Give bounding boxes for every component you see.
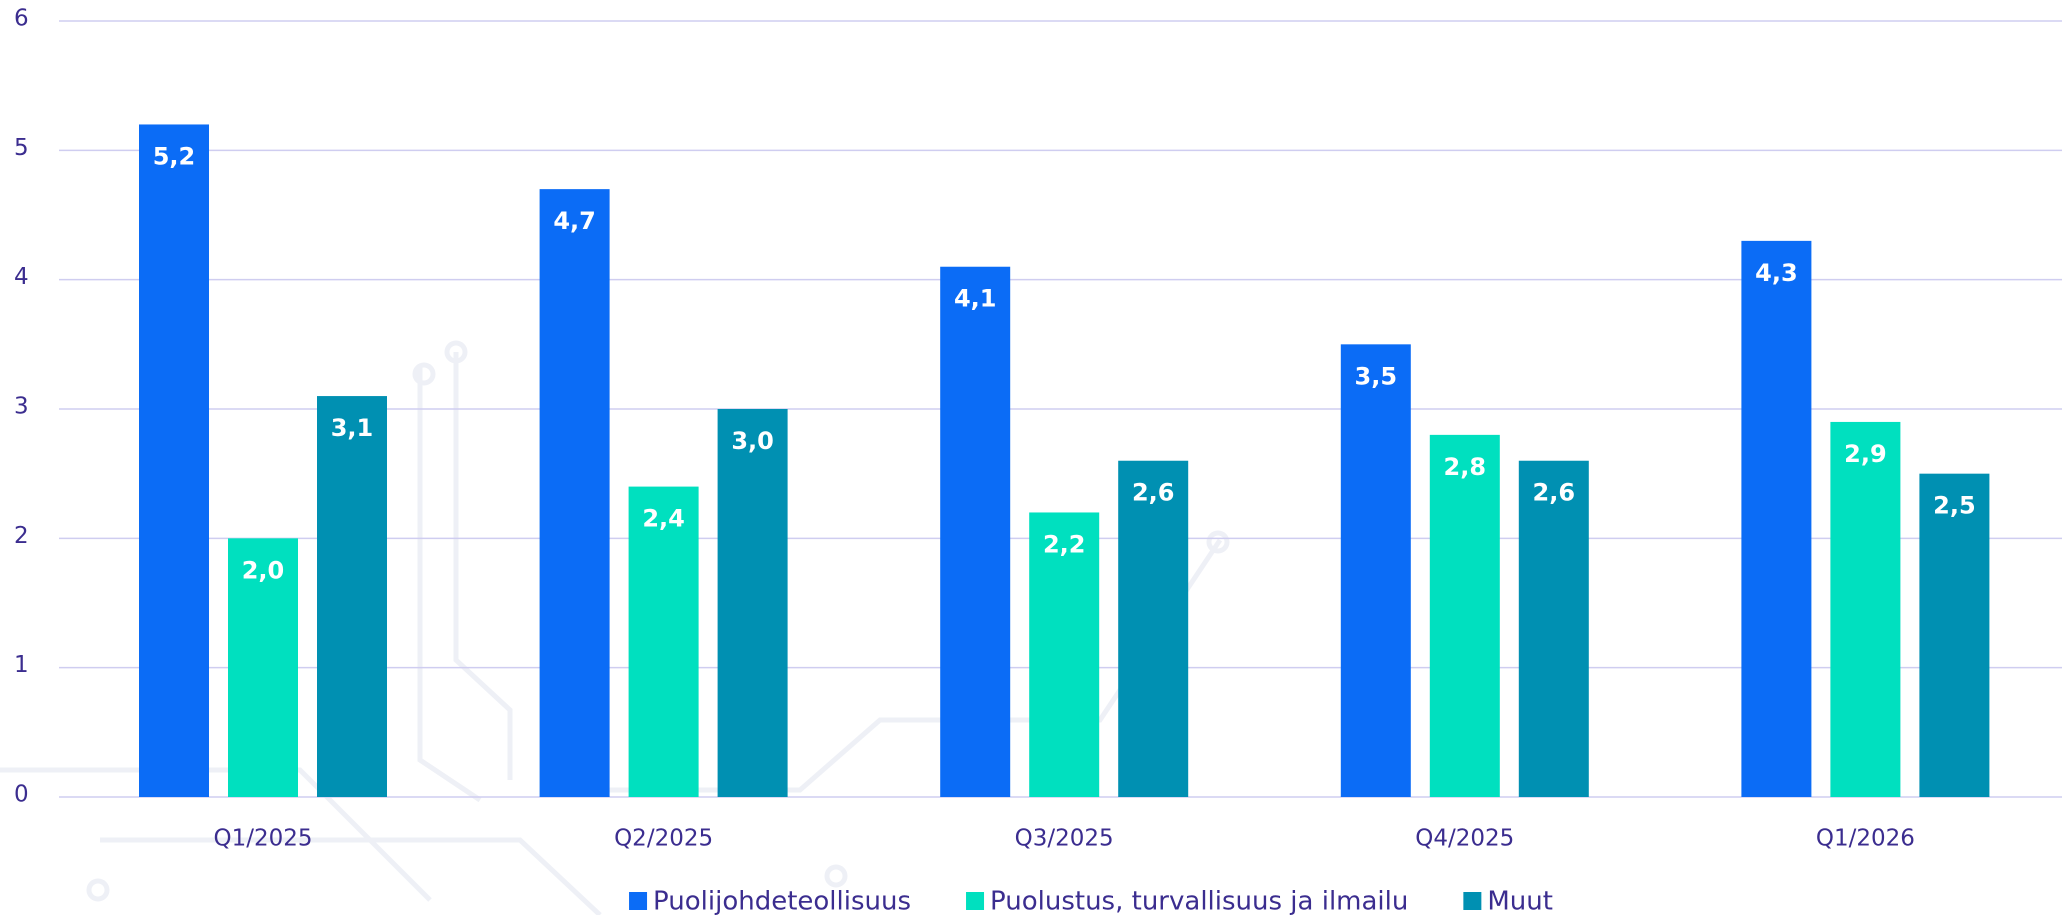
bar bbox=[1430, 435, 1500, 797]
chart: 0 1 2 3 4 5 6 Q1/2025 5,2 2,0 3,1 Q2/2025 4,7 2,4 3,0 Q… bbox=[0, 0, 2062, 915]
x-tick-label: Q1/2025 bbox=[213, 826, 312, 852]
bar bbox=[317, 396, 387, 797]
legend-swatch bbox=[629, 892, 647, 910]
value-label: 2,9 bbox=[1844, 440, 1887, 468]
value-label: 4,3 bbox=[1755, 259, 1798, 287]
legend-swatch bbox=[1463, 892, 1481, 910]
value-label: 2,6 bbox=[1533, 479, 1576, 507]
legend-label: Puolustus, turvallisuus ja ilmailu bbox=[990, 887, 1408, 915]
bar bbox=[940, 267, 1010, 797]
y-tick-label: 6 bbox=[14, 6, 29, 32]
bar bbox=[1741, 241, 1811, 797]
value-label: 2,0 bbox=[242, 556, 285, 584]
bar bbox=[629, 487, 699, 797]
y-tick-label: 1 bbox=[14, 652, 29, 678]
value-label: 2,4 bbox=[642, 505, 685, 533]
bar bbox=[1830, 422, 1900, 797]
value-label: 2,2 bbox=[1043, 530, 1086, 558]
bar bbox=[139, 124, 209, 797]
bar bbox=[718, 409, 788, 797]
y-tick-label: 4 bbox=[14, 264, 29, 290]
value-label: 5,2 bbox=[153, 142, 196, 170]
legend-swatch bbox=[966, 892, 984, 910]
x-tick-label: Q2/2025 bbox=[614, 826, 713, 852]
value-label: 2,8 bbox=[1444, 453, 1487, 481]
x-tick-label: Q1/2026 bbox=[1816, 826, 1915, 852]
y-tick-label: 3 bbox=[14, 394, 29, 420]
x-tick-label: Q3/2025 bbox=[1015, 826, 1114, 852]
bar bbox=[1341, 344, 1411, 797]
bar bbox=[1519, 461, 1589, 797]
value-label: 3,1 bbox=[331, 414, 374, 442]
y-tick-label: 5 bbox=[14, 135, 29, 161]
bar bbox=[540, 189, 610, 797]
legend-label: Muut bbox=[1487, 887, 1553, 915]
y-tick-label: 2 bbox=[14, 523, 29, 549]
value-label: 2,5 bbox=[1933, 492, 1976, 520]
bar bbox=[1919, 474, 1989, 797]
value-label: 4,7 bbox=[553, 207, 596, 235]
value-label: 3,0 bbox=[731, 427, 774, 455]
value-label: 2,6 bbox=[1132, 479, 1175, 507]
x-tick-label: Q4/2025 bbox=[1415, 826, 1514, 852]
bar bbox=[1118, 461, 1188, 797]
value-label: 4,1 bbox=[954, 285, 997, 313]
legend-label: Puolijohdeteollisuus bbox=[653, 887, 911, 915]
value-label: 3,5 bbox=[1355, 362, 1398, 390]
y-tick-label: 0 bbox=[14, 782, 29, 808]
